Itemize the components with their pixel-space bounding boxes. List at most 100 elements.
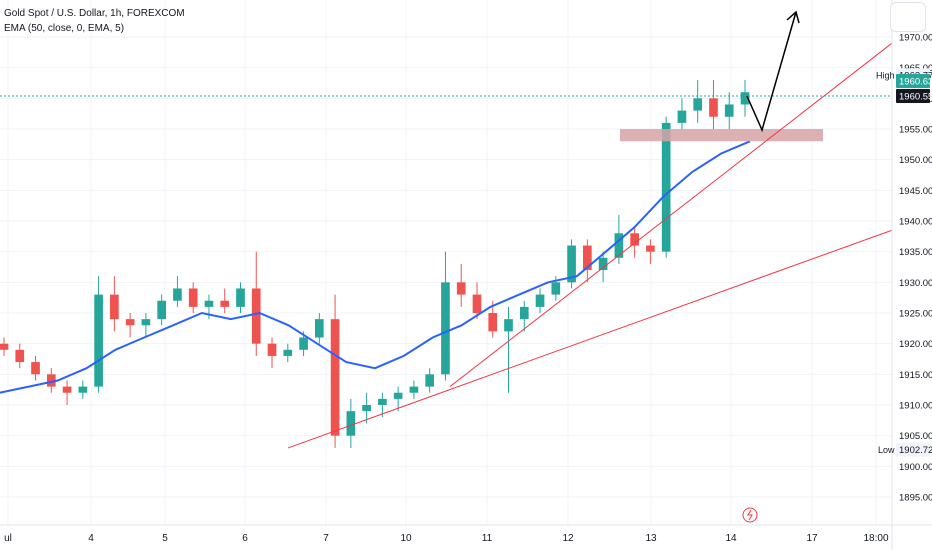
ema-layer [0, 140, 751, 394]
candle-body [724, 104, 734, 117]
x-tick-label: 18:00 [863, 533, 888, 544]
candle-body [314, 319, 324, 338]
candle-body [425, 374, 435, 387]
candle-body [456, 282, 466, 295]
candle-body [677, 110, 687, 123]
candle-body [583, 245, 592, 271]
candle-body [598, 257, 608, 271]
candle-body [535, 294, 545, 307]
candle-body [236, 288, 245, 307]
lightning-icon [747, 509, 753, 521]
low-value: 1902.72 [899, 445, 932, 456]
candle-body [78, 386, 88, 393]
candle-body [519, 306, 529, 320]
candle-body [267, 343, 277, 356]
candle-body [141, 319, 151, 326]
y-tick-label: 1920.00 [899, 339, 932, 350]
chart-settings-button[interactable] [890, 2, 926, 32]
trendline-lower [287, 229, 893, 449]
candle-body [15, 349, 25, 363]
candle-body [283, 349, 293, 356]
candle-body [46, 374, 56, 387]
candle-body [94, 294, 103, 387]
line-price-value-bg [896, 89, 930, 103]
y-tick-label: 1955.00 [899, 125, 932, 136]
drawings-layer [0, 10, 893, 523]
candle-body [173, 288, 182, 301]
y-tick-label: 1970.00 [899, 33, 932, 44]
candle-body [567, 245, 576, 283]
candle-body [0, 343, 9, 350]
y-tick-label: 1910.00 [899, 401, 932, 412]
x-tick-label: 10 [400, 533, 412, 544]
x-tick-label: 7 [323, 533, 329, 544]
candle-body [740, 92, 750, 105]
x-tick-label: 14 [725, 533, 737, 544]
candle-body [31, 362, 40, 375]
line-price-value: 1960.55 [899, 92, 932, 103]
y-tick-label: 1925.00 [899, 309, 932, 320]
y-tick-label: 1945.00 [899, 186, 932, 197]
candle-body [62, 386, 72, 393]
x-tick-label: 17 [806, 533, 818, 544]
candle-body [157, 300, 166, 320]
candle-body [110, 294, 119, 320]
candle-body [472, 294, 482, 313]
arrow-head-icon [786, 10, 800, 24]
low-value-bg [896, 442, 930, 457]
candle-body [378, 398, 387, 405]
candle-body [393, 392, 403, 399]
x-tick-label: 12 [562, 533, 574, 544]
candle-body [693, 98, 703, 111]
event-icon [742, 507, 758, 523]
y-tick-label: 1895.00 [899, 493, 932, 504]
candle-body [614, 233, 624, 258]
y-tick-label: 1900.00 [899, 462, 932, 473]
candle-body [125, 319, 135, 326]
legend: Gold Spot / U.S. Dollar, 1h, FOREXCOM EM… [4, 6, 185, 36]
last-price-value-bg [896, 74, 930, 88]
y-tick-label: 1905.00 [899, 431, 932, 442]
candle-body [299, 337, 308, 350]
candle-body [362, 405, 371, 412]
candle-body [709, 98, 718, 117]
candle-body [630, 233, 639, 246]
candle-body [661, 122, 671, 252]
x-tick-label: 4 [88, 533, 94, 544]
candle-body [409, 386, 419, 393]
candle-body [188, 288, 198, 307]
candle-body [251, 288, 261, 344]
candle-body [488, 313, 498, 332]
x-tick-label: 13 [645, 533, 657, 544]
x-tick-label: 5 [162, 533, 168, 544]
candle-body [551, 282, 561, 295]
candle-body [646, 245, 655, 252]
y-tick-label: 1950.00 [899, 155, 932, 166]
low-label: Low [878, 445, 895, 455]
high-label: High [876, 71, 895, 81]
symbol-title: Gold Spot / U.S. Dollar, 1h, FOREXCOM [4, 8, 185, 19]
x-tick-label: ul [4, 533, 12, 544]
trendline-upper [449, 42, 893, 387]
candle-body [220, 300, 230, 307]
candle-body [204, 300, 214, 307]
ema-line [0, 140, 751, 394]
y-tick-label: 1935.00 [899, 247, 932, 258]
y-tick-label: 1940.00 [899, 217, 932, 228]
ema-indicator-label: EMA (50, close, 0, EMA, 5) [4, 23, 125, 34]
candle-body [330, 319, 340, 436]
y-tick-label: 1915.00 [899, 370, 932, 381]
candle-body [346, 411, 356, 436]
grid [0, 0, 892, 525]
y-tick-label: 1930.00 [899, 278, 932, 289]
x-tick-label: 6 [242, 533, 248, 544]
x-tick-label: 11 [482, 533, 493, 544]
candle-body [441, 282, 450, 375]
support-zone [620, 129, 823, 142]
candle-body [504, 319, 513, 332]
last-price-value: 1960.63 [899, 77, 932, 88]
projection-arrow [746, 11, 797, 133]
